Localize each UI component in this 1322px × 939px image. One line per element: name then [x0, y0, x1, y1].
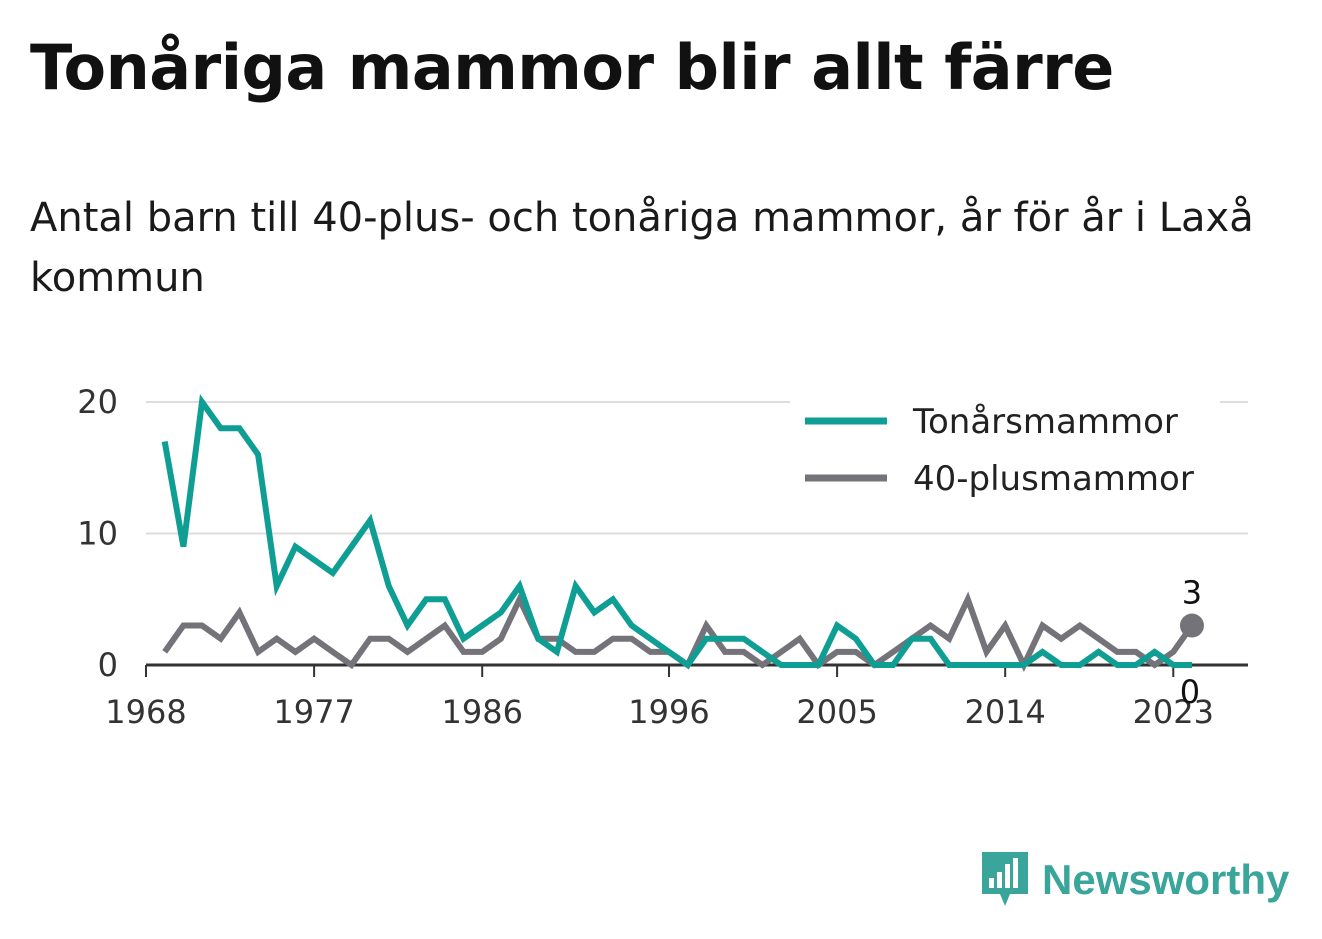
x-tick-label-1968: 1968 — [105, 693, 186, 731]
x-tick-label-2014: 2014 — [964, 693, 1045, 731]
y-tick-label-0: 0 — [98, 646, 118, 684]
x-tick-label-2005: 2005 — [796, 693, 877, 731]
end-label-tonars: 0 — [1180, 673, 1200, 711]
legend-label-0: Tonårsmammor — [912, 402, 1178, 442]
y-tick-label-10: 10 — [77, 515, 118, 553]
x-tick-label-1977: 1977 — [273, 693, 354, 731]
x-tick-label-1996: 1996 — [628, 693, 709, 731]
series-lines — [161, 394, 1195, 673]
x-tick-label-1986: 1986 — [441, 693, 522, 731]
series-line-0 — [161, 394, 1192, 670]
newsworthy-logo-icon — [982, 852, 1028, 906]
end-labels: 30 — [1180, 574, 1204, 711]
brand-name: Newsworthy — [1042, 856, 1290, 903]
chart-subtitle: Antal barn till 40-plus- och tonåriga ma… — [30, 195, 1254, 301]
legend-label-1: 40-plusmammor — [913, 459, 1194, 499]
end-label-40plus: 3 — [1182, 574, 1202, 612]
legend: Tonårsmammor 40-plusmammor — [790, 392, 1220, 522]
end-point-marker — [1179, 613, 1204, 638]
newsworthy-brand: Newsworthy — [980, 850, 1289, 910]
legend-background — [790, 392, 1220, 522]
gridlines: 0 10 20 — [77, 383, 1248, 684]
y-tick-label-20: 20 — [77, 383, 118, 421]
x-tick-label-2023: 2023 — [1133, 693, 1214, 731]
x-axis: 1968 1977 1986 1996 2005 2014 2023 — [105, 663, 1248, 731]
chart-title: Tonåriga mammor blir allt färre — [30, 31, 1114, 104]
